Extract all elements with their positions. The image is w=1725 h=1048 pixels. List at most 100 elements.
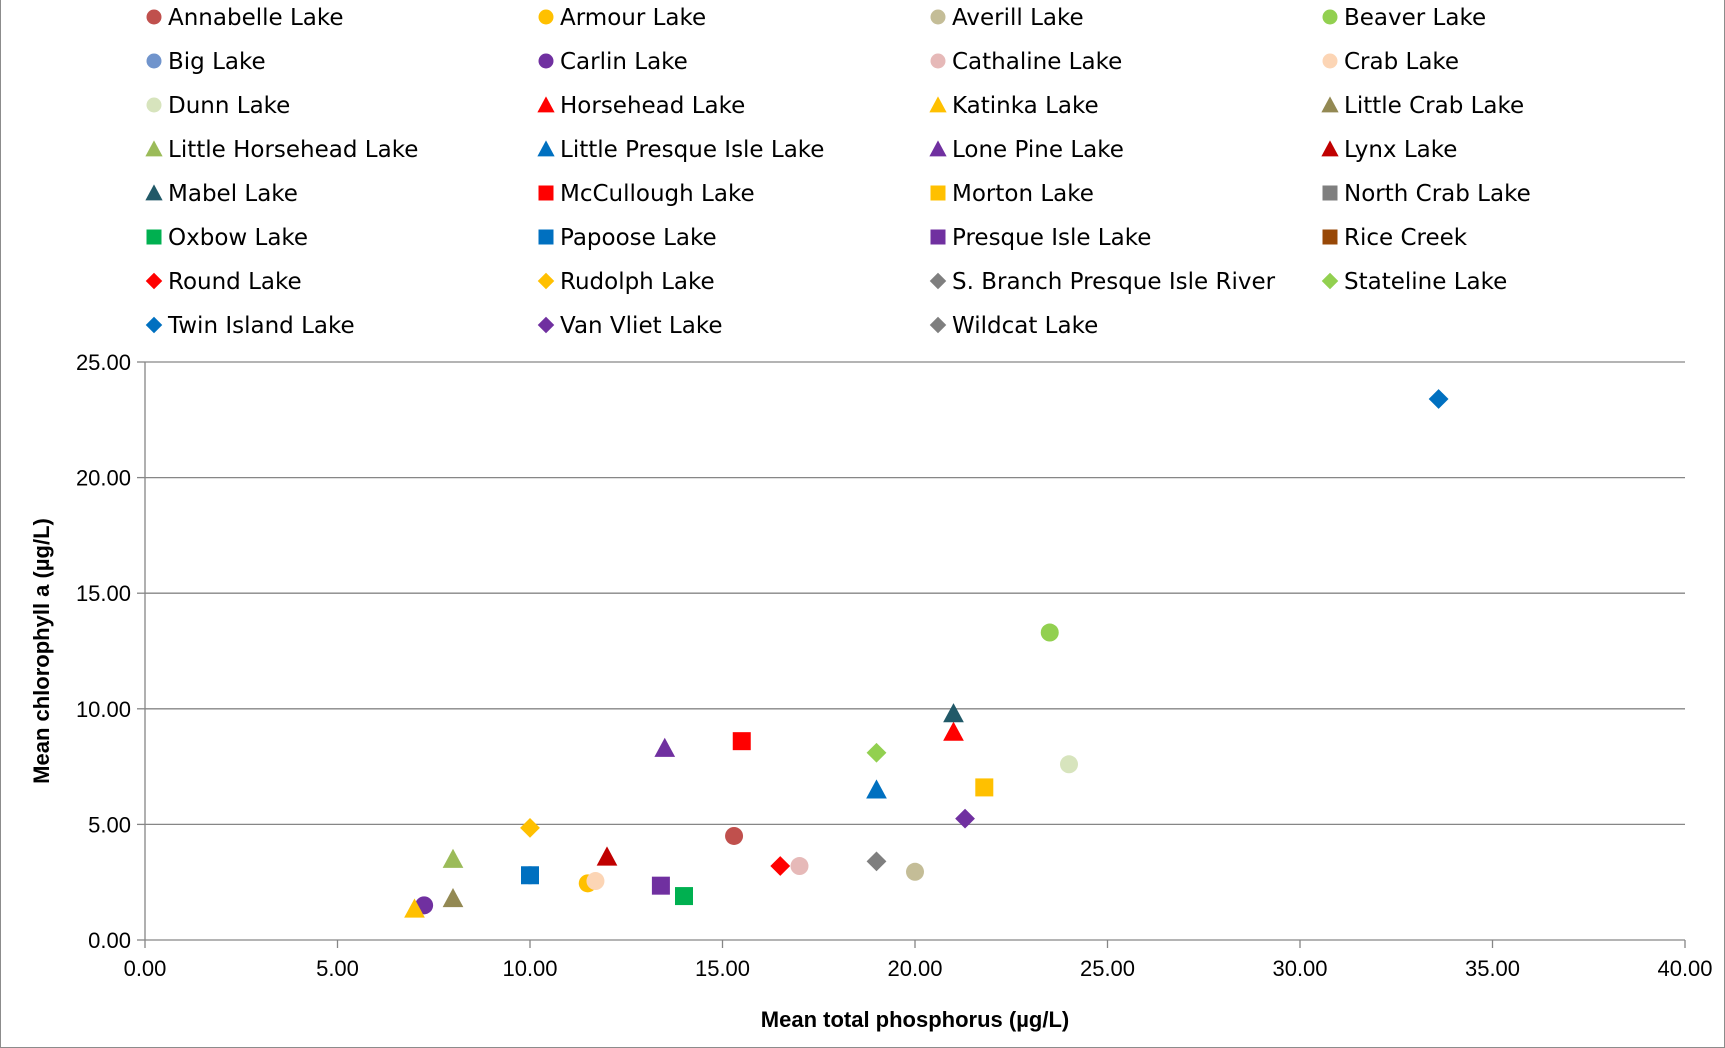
legend-entry-beaver-lake: Beaver Lake [1344,5,1486,31]
y-tick-label: 10.00 [76,697,131,722]
point-s-branch-presque-isle-river [866,851,887,872]
x-tick-label: 20.00 [887,956,942,981]
point-dunn-lake [1060,755,1078,774]
legend-entry-stateline-lake: Stateline Lake [1344,269,1507,295]
point-annabelle-lake [725,826,744,845]
legend-entry-oxbow-lake: Oxbow Lake [168,225,308,251]
legend-marker-dunn-lake [146,97,162,113]
legend-entry-s-branch-presque-isle-river: S. Branch Presque Isle River [952,269,1276,295]
legend-marker-lone-pine-lake [929,140,947,157]
legend: Annabelle Lake Armour Lake Averill Lake Bea… [145,5,1531,339]
point-mccullough-lake [732,732,751,751]
legend-entry-cathaline-lake: Cathaline Lake [952,49,1122,75]
legend-marker-armour-lake [538,9,554,25]
legend-marker-annabelle-lake [146,9,162,25]
legend-marker-van-vliet-lake [537,316,555,334]
point-presque-isle-lake [651,876,670,895]
point-averill-lake [906,862,924,881]
legend-entry-crab-lake: Crab Lake [1344,49,1459,75]
y-tick-label: 0.00 [88,928,131,953]
legend-entry-morton-lake: Morton Lake [952,181,1094,207]
legend-marker-presque-isle-lake [930,229,946,245]
point-mabel-lake [943,703,964,723]
legend-marker-little-horsehead-lake [145,140,163,157]
legend-entry-little-horsehead-lake: Little Horsehead Lake [168,137,418,163]
legend-entry-rice-creek: Rice Creek [1344,225,1468,251]
legend-marker-s-branch-presque-isle-river [929,272,947,290]
legend-marker-crab-lake [1322,53,1338,69]
legend-entry-papoose-lake: Papoose Lake [560,225,717,251]
point-crab-lake [586,872,605,891]
y-tick-label: 20.00 [76,466,131,491]
legend-entry-big-lake: Big Lake [168,49,266,75]
legend-marker-rice-creek [1322,229,1338,245]
legend-marker-katinka-lake [929,96,947,113]
legend-entry-averill-lake: Averill Lake [952,5,1084,31]
legend-entry-twin-island-lake: Twin Island Lake [167,313,355,339]
point-oxbow-lake [675,887,693,906]
legend-entry-presque-isle-lake: Presque Isle Lake [952,225,1151,251]
legend-entry-horsehead-lake: Horsehead Lake [560,93,745,119]
legend-marker-horsehead-lake [537,96,555,113]
point-morton-lake [975,778,994,797]
x-axis-title: Mean total phosphorus (µg/L) [761,1007,1069,1032]
legend-entry-van-vliet-lake: Van Vliet Lake [560,313,722,339]
legend-entry-mccullough-lake: McCullough Lake [560,181,755,207]
legend-marker-stateline-lake [1321,272,1339,290]
point-beaver-lake [1040,623,1059,642]
x-tick-label: 35.00 [1465,956,1520,981]
legend-entry-wildcat-lake: Wildcat Lake [952,313,1098,339]
point-round-lake [770,856,791,876]
legend-marker-little-presque-isle-lake [537,140,555,157]
plot-area: 0.00 5.00 10.00 15.00 20.00 25.00 0.00 5.00 10.0… [76,350,1713,981]
legend-entry-north-crab-lake: North Crab Lake [1344,181,1531,207]
legend-marker-wildcat-lake [929,316,947,334]
legend-marker-oxbow-lake [146,229,162,245]
legend-entry-mabel-lake: Mabel Lake [168,181,298,207]
legend-marker-lynx-lake [1321,140,1339,157]
legend-entry-little-crab-lake: Little Crab Lake [1344,93,1524,119]
y-tick-label: 15.00 [76,581,131,606]
point-little-crab-lake [442,888,464,908]
point-little-presque-isle-lake [866,779,887,799]
legend-marker-twin-island-lake [145,316,163,334]
x-tick-label: 5.00 [316,956,359,981]
point-lone-pine-lake [654,737,676,757]
legend-marker-averill-lake [930,9,946,25]
legend-marker-round-lake [145,272,163,290]
legend-entry-annabelle-lake: Annabelle Lake [168,5,344,31]
point-twin-island-lake [1428,389,1449,409]
point-horsehead-lake [943,721,964,741]
point-little-horsehead-lake [442,848,464,868]
legend-entry-lynx-lake: Lynx Lake [1344,137,1457,163]
y-tick-label: 5.00 [88,812,131,837]
legend-marker-north-crab-lake [1322,185,1338,201]
y-tick-label: 25.00 [76,350,131,375]
x-tick-label: 0.00 [124,956,167,981]
point-papoose-lake [521,866,539,885]
point-lynx-lake [596,846,618,866]
legend-marker-papoose-lake [538,229,554,245]
point-van-vliet-lake [955,808,975,829]
legend-entry-katinka-lake: Katinka Lake [952,93,1099,119]
legend-marker-cathaline-lake [930,53,946,69]
x-tick-label: 40.00 [1657,956,1712,981]
point-rudolph-lake [520,817,540,838]
legend-entry-rudolph-lake: Rudolph Lake [560,269,715,295]
legend-marker-morton-lake [930,185,946,201]
x-tick-label: 10.00 [502,956,557,981]
legend-entry-lone-pine-lake: Lone Pine Lake [952,137,1124,163]
x-tick-label: 25.00 [1080,956,1135,981]
legend-marker-beaver-lake [1322,9,1338,25]
legend-entry-armour-lake: Armour Lake [560,5,706,31]
legend-marker-carlin-lake [538,53,554,69]
x-tick-label: 30.00 [1272,956,1327,981]
x-tick-label: 15.00 [695,956,750,981]
legend-entry-round-lake: Round Lake [168,269,302,295]
legend-marker-mccullough-lake [538,185,554,201]
legend-entry-little-presque-isle-lake: Little Presque Isle Lake [560,137,824,163]
legend-entry-carlin-lake: Carlin Lake [560,49,688,75]
legend-marker-big-lake [146,53,162,69]
